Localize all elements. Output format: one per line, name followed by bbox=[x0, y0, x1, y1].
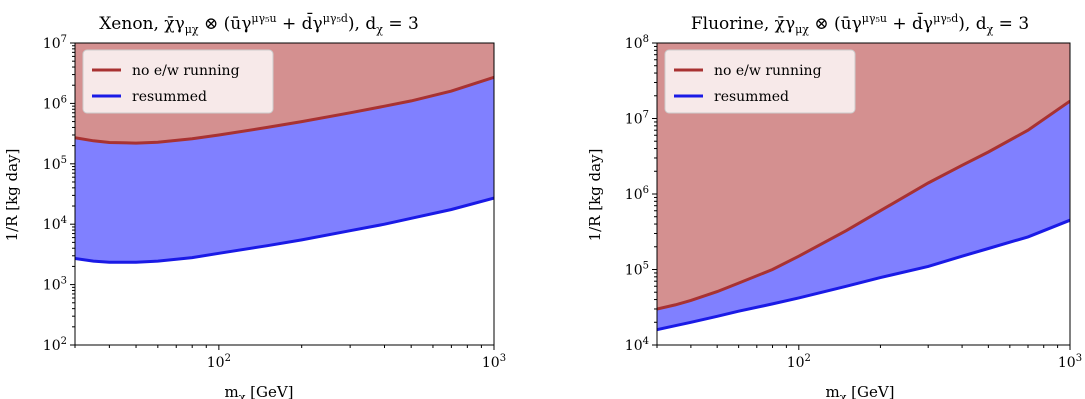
y-tick-label: 108 bbox=[625, 34, 649, 52]
panel-fluorine: Fluorine, χ̄γμχ​ ⊗ (ūγμγ₅u​ + d̄γμγ₅d​),… bbox=[586, 11, 1082, 399]
x-tick-label: 102 bbox=[207, 353, 231, 371]
y-tick-label: 102 bbox=[43, 336, 67, 354]
legend-label: no e/w running bbox=[132, 63, 240, 79]
x-tick-label: 102 bbox=[787, 353, 811, 371]
line-no-ew-running bbox=[657, 99, 1070, 311]
y-tick-label: 104 bbox=[43, 215, 67, 233]
y-tick-label: 106 bbox=[43, 94, 67, 112]
chart-title: Xenon, χ̄γμχ​ ⊗ (ūγμγ₅u​ + d̄γμγ₅d​), dχ… bbox=[99, 11, 419, 36]
legend-box bbox=[82, 49, 274, 114]
y-axis-label: 1/R [kg day] bbox=[3, 149, 21, 242]
legend-box bbox=[664, 49, 856, 114]
legend-label: resummed bbox=[714, 89, 789, 105]
y-axis-label: 1/R [kg day] bbox=[586, 149, 604, 242]
plot-area: 102 103 104 105 106 107 102 103 no e/w running re… bbox=[43, 34, 506, 371]
y-tick-label: 103 bbox=[43, 276, 67, 294]
legend: no e/w running resummed bbox=[664, 49, 856, 114]
y-tick-label: 107 bbox=[625, 110, 649, 128]
x-axis-label: mχ​ [GeV] bbox=[825, 383, 894, 399]
line-resummed bbox=[657, 218, 1070, 332]
line-resummed bbox=[75, 196, 494, 264]
y-tick-label: 104 bbox=[625, 336, 649, 354]
plot-area: 104 105 106 107 108 102 103 no e/w running resum… bbox=[625, 34, 1082, 371]
line-no-ew-running bbox=[75, 75, 494, 145]
y-tick-label: 107 bbox=[43, 34, 67, 52]
x-axis-label: mχ​ [GeV] bbox=[224, 383, 293, 399]
axes-frame bbox=[74, 42, 495, 346]
legend-label: no e/w running bbox=[714, 63, 822, 79]
y-tick-label: 105 bbox=[43, 155, 67, 173]
x-tick-label: 103 bbox=[482, 353, 506, 371]
area-resummed bbox=[75, 77, 494, 263]
panel-xenon: Xenon, χ̄γμχ​ ⊗ (ūγμγ₅u​ + d̄γμγ₅d​), dχ… bbox=[3, 11, 506, 399]
legend-label: resummed bbox=[132, 89, 207, 105]
x-tick-label: 103 bbox=[1058, 353, 1082, 371]
y-tick-label: 106 bbox=[625, 185, 649, 203]
chart-title: Fluorine, χ̄γμχ​ ⊗ (ūγμγ₅u​ + d̄γμγ₅d​),… bbox=[691, 11, 1029, 36]
legend: no e/w running resummed bbox=[82, 49, 274, 114]
area-resummed bbox=[657, 101, 1070, 330]
y-tick-label: 105 bbox=[625, 261, 649, 279]
